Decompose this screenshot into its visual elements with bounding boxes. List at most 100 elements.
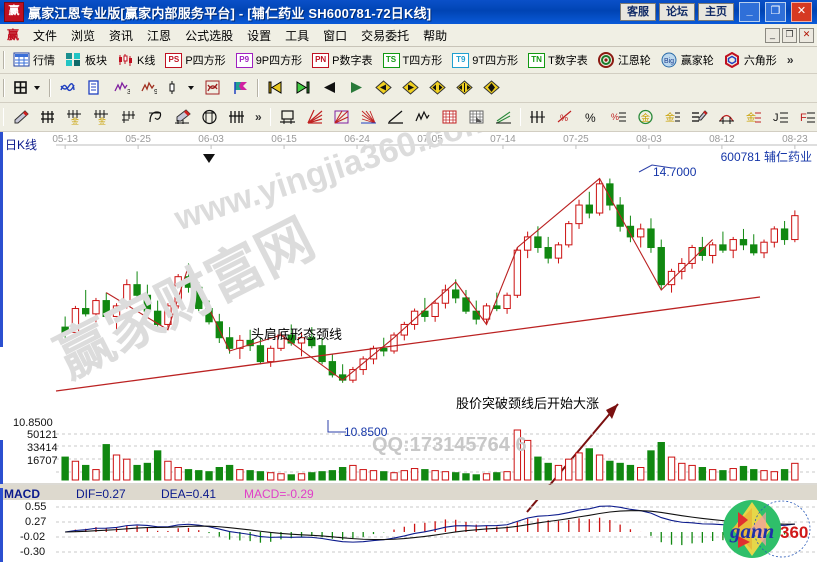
grid-red-button[interactable] [436,109,463,126]
toolbar-t-number-table-button[interactable]: TN T数字表 [523,52,593,68]
web-lines-button[interactable] [355,109,382,126]
homepage-button[interactable]: 主页 [698,3,734,21]
ink-pen-button[interactable] [686,109,713,126]
prev-page-icon [321,80,338,97]
toolbar-quotes-button[interactable]: 行情 [8,52,60,69]
minimize-button[interactable]: _ [739,2,760,22]
toolbar-hexagon-button[interactable]: 六角形 [719,51,782,69]
chart-area[interactable]: 赢家财富网 www.yingjia360.com QQ:173145764 6 … [0,132,817,562]
last-page-button[interactable] [289,80,316,97]
menu-gann[interactable]: 江恩 [147,28,172,43]
square-fan-icon [333,109,350,126]
mdi-close-button[interactable]: ✕ [799,27,814,43]
pattern-button[interactable] [200,80,227,97]
percent-lines-button[interactable]: % [605,109,632,126]
gold-lines-button[interactable]: 金 [659,109,686,126]
zoom-fit-icon [483,79,500,97]
mdi-restore-button[interactable]: ❐ [782,27,797,43]
arc-button[interactable] [713,109,740,126]
zoom-horizontal-button[interactable] [424,79,451,97]
single-candle-button[interactable] [162,80,200,97]
f-lines-button[interactable]: F [794,109,817,126]
chart-svg[interactable]: 05-13 05-25 06-03 06-15 06-24 07-05 07-14 07-25… [0,132,817,562]
menu-news[interactable]: 资讯 [109,28,134,43]
gann-fan-grid-button[interactable] [34,109,61,126]
ruler-icon [529,109,546,126]
ruler-button[interactable] [524,109,551,126]
wave-overlay-button[interactable] [54,80,81,97]
svg-text:%: % [560,113,568,123]
close-button[interactable]: ✕ [791,2,812,22]
zigzag-button[interactable] [409,109,436,126]
gold-level-button[interactable]: 金 [740,109,767,126]
percent-button[interactable]: % [578,109,605,126]
maximize-button[interactable]: ❐ [765,2,786,22]
symbol-name: 辅仁药业 [763,150,812,164]
zoom-fit-button[interactable] [478,79,505,97]
toolbar-9t-square-button[interactable]: T9 9T四方形 [447,52,523,68]
menu-settings[interactable]: 设置 [247,28,272,43]
pen-icon [12,109,29,126]
calendar-period-icon [13,80,30,97]
zoom-expand-button[interactable] [451,79,478,97]
toolbar-kline-button[interactable]: K线 [112,52,160,69]
zoom-left-button[interactable] [370,79,397,97]
gold-circle-button[interactable]: 金 [632,109,659,126]
grid-lines-button[interactable] [223,109,250,126]
square-fan-button[interactable] [328,109,355,126]
menu-file[interactable]: 文件 [33,28,58,43]
toolbar-p-square-button[interactable]: PS P四方形 [160,52,230,68]
menu-trade[interactable]: 交易委托 [361,28,410,43]
gann-gold-b-button[interactable]: 金 [88,109,115,126]
toolbar-gann-wheel-button[interactable]: 江恩轮 [593,51,656,69]
ma9-button[interactable]: 9 [135,80,162,97]
menu-window[interactable]: 窗口 [323,28,348,43]
toolbar-winner-wheel-button[interactable]: Big 赢家轮 [656,52,719,69]
toolbar-9t-square-label: 9T四方形 [472,55,519,67]
toolbar-separator [257,79,259,97]
percent-fib-button[interactable]: % [551,109,578,126]
menu-help[interactable]: 帮助 [423,28,448,43]
svg-text:金: 金 [641,112,650,123]
breakout-annotation: 股价突破颈线后开始大涨 [456,396,600,411]
pn-number-table-icon: PN [312,52,330,68]
report-button[interactable] [81,79,108,97]
next-page-button[interactable] [343,80,370,97]
toolbar-t-square-button[interactable]: TS T四方形 [378,52,448,68]
ma3-icon: 3 [113,80,131,97]
period-selector-button[interactable] [8,80,46,97]
gann-curve-button[interactable] [142,109,169,126]
macd-dea-label: DEA=0.41 [161,487,217,501]
chevron-down-icon[interactable] [33,80,41,97]
box-tool-button[interactable] [274,109,301,126]
forum-button[interactable]: 论坛 [659,3,695,21]
prev-page-button[interactable] [316,80,343,97]
customer-service-button[interactable]: 客服 [620,3,656,21]
pen-tool-button[interactable] [7,109,34,126]
chevron-down-icon[interactable] [187,80,195,97]
toolbar-hexagon-label: 六角形 [743,55,777,67]
angle-tool-button[interactable] [382,109,409,126]
circle-target-button[interactable] [196,109,223,126]
pen-line-button[interactable] [169,108,196,126]
gann-gold-a-button[interactable]: 金 [61,109,88,126]
toolbar-overflow-button[interactable]: » [786,53,794,67]
low-price-pointer [327,420,346,433]
j-lines-button[interactable]: J [767,109,794,126]
ma3-button[interactable]: 3 [108,80,135,97]
flag-button[interactable] [227,80,254,97]
menu-formula-screen[interactable]: 公式选股 [185,28,234,43]
toolbar-9p-square-button[interactable]: P9 9P四方形 [231,52,307,68]
drawing-toolbar-overflow-button[interactable]: » [255,110,262,124]
menu-browse[interactable]: 浏览 [71,28,96,43]
slope-button[interactable] [490,109,517,126]
menu-tools[interactable]: 工具 [285,28,310,43]
zoom-right-button[interactable] [397,79,424,97]
mdi-minimize-button[interactable]: _ [765,27,780,43]
toolbar-p-number-table-button[interactable]: PN P数字表 [307,52,377,68]
grid-dark-button[interactable] [463,109,490,126]
fan-lines-button[interactable] [301,109,328,126]
first-page-button[interactable] [262,80,289,97]
gann-f-button[interactable] [115,109,142,126]
toolbar-blocks-button[interactable]: 板块 [60,52,112,69]
